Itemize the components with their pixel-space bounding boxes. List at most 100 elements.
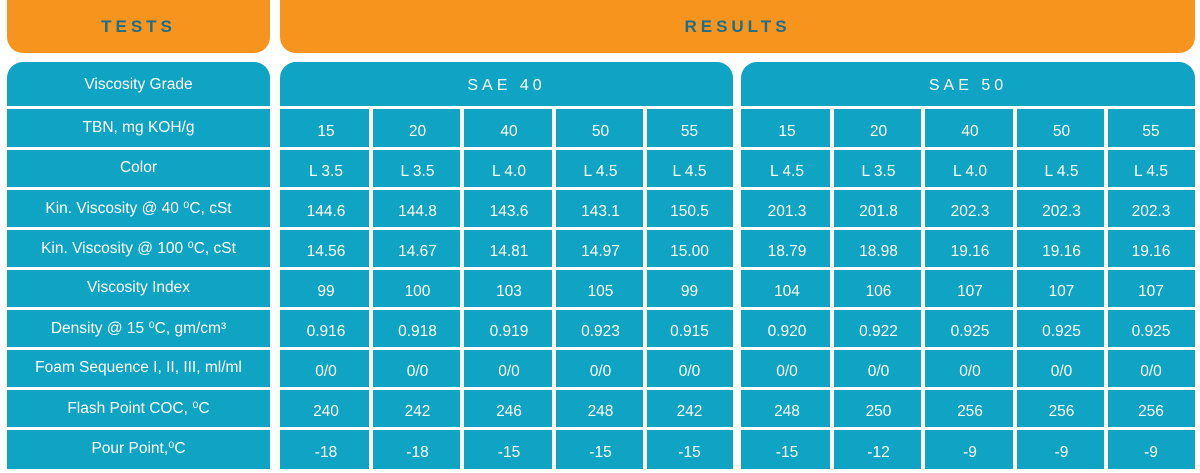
row-label: Pour Point,⁰C <box>91 440 186 457</box>
table-cell: 0/0 <box>776 363 798 380</box>
table-cell: 256 <box>1138 403 1164 420</box>
table-cell: 0/0 <box>315 363 337 380</box>
row-divider <box>741 307 1195 310</box>
row-divider <box>280 147 733 150</box>
row-divider <box>741 106 1195 109</box>
results-header-label: RESULTS <box>684 16 791 36</box>
table-cell: 19.16 <box>1131 243 1171 260</box>
table-cell: 143.6 <box>489 203 529 220</box>
row-divider <box>7 147 270 150</box>
row-label: Kin. Viscosity @ 100 ⁰C, cSt <box>41 239 236 257</box>
row-divider <box>741 427 1195 430</box>
table-cell: 19.16 <box>1042 243 1081 260</box>
column-divider <box>921 107 925 469</box>
table-cell: 0/0 <box>959 363 981 380</box>
row-divider <box>7 307 270 310</box>
table-cell: 201.3 <box>767 203 807 220</box>
table-cell: 202.3 <box>1042 203 1081 220</box>
table-cell: 242 <box>404 403 431 420</box>
column-divider <box>643 107 647 469</box>
table-cell: 14.97 <box>581 243 620 260</box>
column-divider <box>552 107 556 469</box>
table-cell: 40 <box>961 122 979 140</box>
table-cell: 0.918 <box>398 323 437 340</box>
table-cell: L 4.0 <box>953 163 987 180</box>
table-cell: 0.922 <box>859 323 898 340</box>
table-cell: 55 <box>680 122 699 140</box>
table-cell: -9 <box>963 443 977 461</box>
column-divider <box>1104 107 1108 469</box>
tests-header-label: TESTS <box>101 16 176 36</box>
table-cell: L 4.5 <box>583 163 618 180</box>
table-cell: 18.98 <box>859 243 898 260</box>
table-cell: 0.915 <box>670 323 709 340</box>
table-cell: 99 <box>317 283 335 300</box>
row-label: Color <box>119 159 158 176</box>
tests-header: TESTS <box>7 0 270 53</box>
table-cell: L 4.5 <box>672 163 707 180</box>
row-divider <box>7 267 270 270</box>
table-cell: 0/0 <box>498 363 520 380</box>
row-label: Foam Sequence I, II, III, ml/ml <box>35 359 242 376</box>
tests-column <box>7 62 270 469</box>
table-cell: 0/0 <box>678 363 701 380</box>
table-cell: 0/0 <box>1140 363 1162 380</box>
table-cell: 18.79 <box>767 243 807 260</box>
table-cell: -15 <box>589 443 612 461</box>
row-divider <box>741 227 1195 230</box>
table-cell: 15.00 <box>670 243 709 260</box>
table-cell: 202.3 <box>1131 203 1171 220</box>
row-divider <box>7 387 270 390</box>
table-cell: 144.6 <box>306 203 346 220</box>
table-cell: 0.925 <box>1042 323 1081 340</box>
sae-50-group <box>741 62 1195 469</box>
table-cell: 19.16 <box>950 243 990 260</box>
table-cell: 50 <box>1052 122 1071 140</box>
table-cell: 0/0 <box>1050 363 1073 380</box>
table-cell: -9 <box>1054 443 1069 461</box>
table-cell: 106 <box>865 283 892 300</box>
table-cell: 14.67 <box>398 243 437 260</box>
table-cell: -18 <box>406 443 429 461</box>
table-cell: 107 <box>1138 283 1164 300</box>
table-cell: 20 <box>408 122 427 140</box>
row-divider <box>280 187 733 190</box>
table-cell: -9 <box>1144 443 1158 461</box>
table-cell: 107 <box>957 283 983 300</box>
table-cell: L 3.5 <box>309 163 343 180</box>
table-cell: 14.81 <box>489 243 529 260</box>
table-cell: 144.8 <box>398 203 437 220</box>
table-cell: 0.923 <box>581 323 620 340</box>
table-cell: 0.920 <box>767 323 807 340</box>
row-divider <box>280 307 733 310</box>
table-cell: 100 <box>404 283 431 300</box>
row-label: Viscosity Grade <box>84 75 193 93</box>
table-cell: -15 <box>497 443 521 461</box>
row-divider <box>280 106 733 109</box>
group-label-sae-50: SAE 50 <box>928 77 1008 94</box>
table-cell: 248 <box>774 403 800 420</box>
row-divider <box>741 387 1195 390</box>
results-header: RESULTS <box>280 0 1195 53</box>
row-label: Flash Point COC, ⁰C <box>67 399 210 417</box>
table-cell: 14.56 <box>306 243 346 260</box>
row-divider <box>280 347 733 350</box>
table-cell: 0.925 <box>950 323 990 340</box>
table-cell: 240 <box>313 403 339 420</box>
table-cell: 202.3 <box>950 203 990 220</box>
table-cell: 143.1 <box>581 203 620 220</box>
table-cell: 0/0 <box>589 363 612 380</box>
table-cell: 40 <box>500 122 518 140</box>
row-divider <box>7 347 270 350</box>
column-divider <box>1013 107 1017 469</box>
row-divider <box>7 106 270 109</box>
table-cell: 0/0 <box>867 363 890 380</box>
row-divider <box>280 427 733 430</box>
row-divider <box>741 147 1195 150</box>
row-label: Kin. Viscosity @ 40 ⁰C, cSt <box>45 199 232 217</box>
table-cell: L 3.5 <box>400 163 435 180</box>
row-divider <box>7 227 270 230</box>
table-cell: 150.5 <box>670 203 709 220</box>
table-cell: L 4.5 <box>1134 163 1168 180</box>
table-cell: -15 <box>678 443 701 461</box>
